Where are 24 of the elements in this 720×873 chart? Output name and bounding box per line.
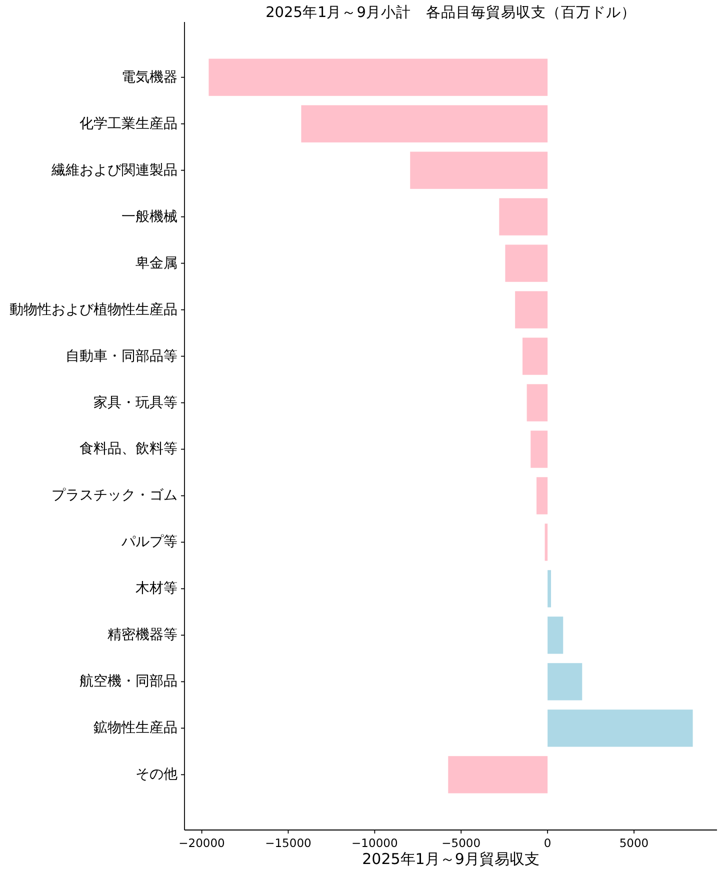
x-tick-label: 5000 bbox=[619, 836, 649, 850]
x-tick-label: 0 bbox=[544, 836, 552, 850]
y-tick-label: パルプ等 bbox=[120, 534, 178, 550]
y-tick-label: 電気機器 bbox=[122, 69, 178, 86]
y-tick-label: 精密機器等 bbox=[108, 627, 178, 644]
y-tick-label: プラスチック・ゴム bbox=[52, 488, 178, 504]
y-tick-label: 卑金属 bbox=[136, 255, 178, 272]
y-tick-label: 鉱物性生産品 bbox=[94, 720, 178, 736]
y-tick-label: 一般機械 bbox=[122, 208, 178, 225]
x-tick-label: −5000 bbox=[442, 836, 481, 850]
y-tick-label: 家具・玩具等 bbox=[94, 394, 178, 411]
y-tick-label: その他 bbox=[136, 766, 178, 783]
x-tick-label: −20000 bbox=[178, 836, 225, 850]
x-axis-title: 2025年1月～9月貿易収支 bbox=[362, 850, 540, 868]
y-tick-label: 動物性および植物性生産品 bbox=[10, 302, 178, 318]
y-tick-label: 航空機・同部品 bbox=[80, 674, 178, 690]
x-tick-label: −10000 bbox=[352, 836, 398, 850]
y-tick-label: 繊維および関連製品 bbox=[50, 162, 178, 178]
y-tick-label: 木材等 bbox=[136, 580, 178, 597]
y-tick-label: 自動車・同部品等 bbox=[66, 348, 178, 364]
y-tick-label: 化学工業生産品 bbox=[80, 116, 178, 132]
y-tick-label: 食料品、飲料等 bbox=[80, 441, 178, 458]
chart-title: 2025年1月～9月小計 各品目毎貿易収支（百万ドル） bbox=[266, 4, 636, 21]
x-tick-label: −15000 bbox=[265, 836, 312, 850]
